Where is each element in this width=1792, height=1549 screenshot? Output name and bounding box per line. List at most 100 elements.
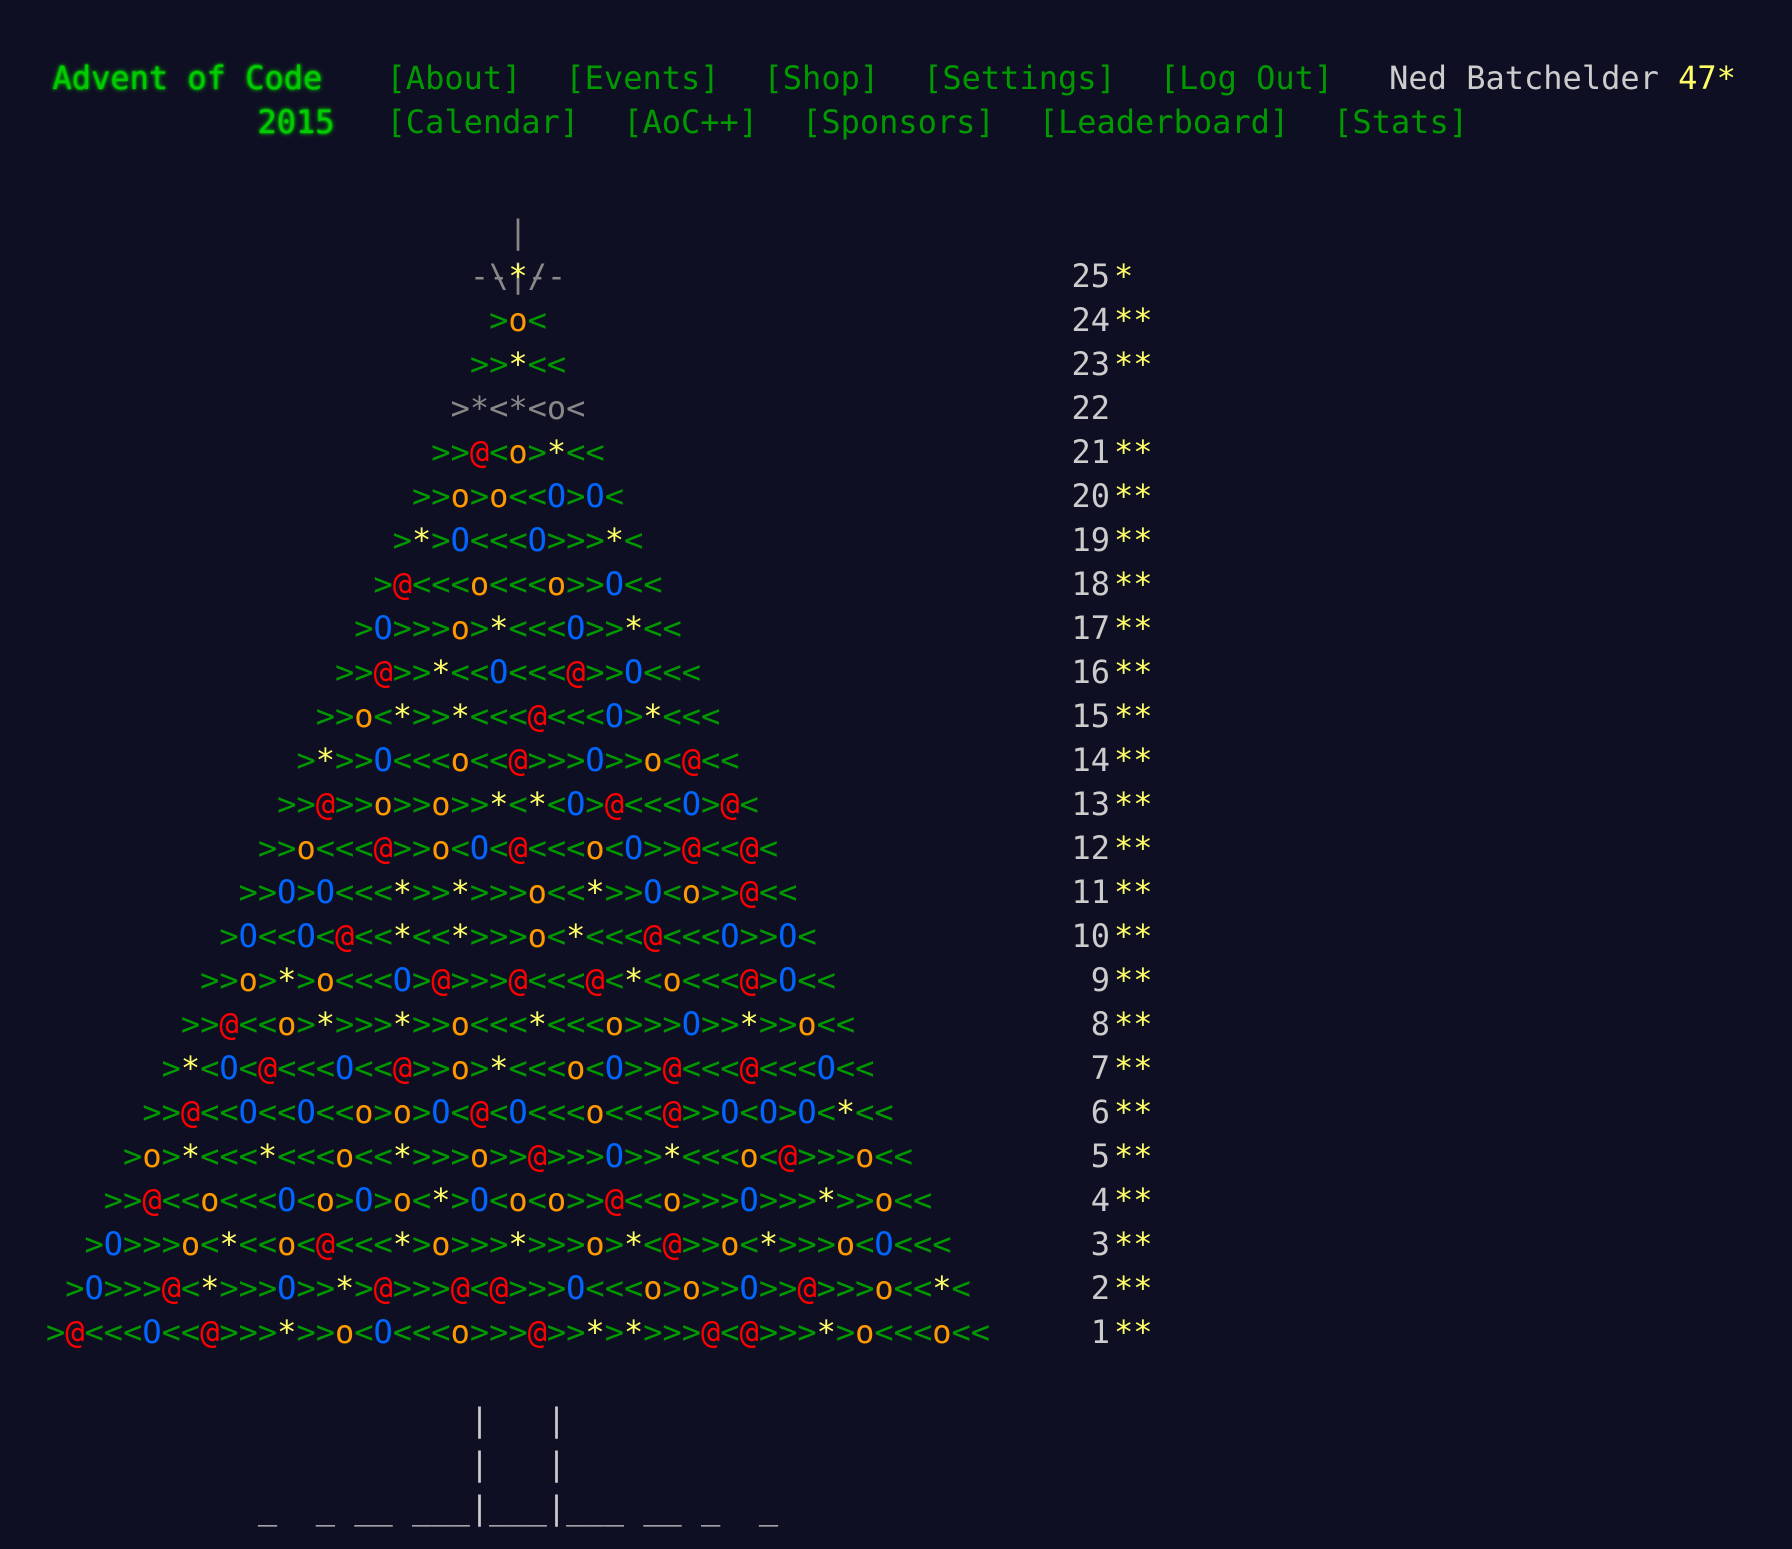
nav-shop[interactable]: [Shop] [763, 59, 880, 97]
tree-top-rays: \|/ [489, 257, 547, 295]
day-number[interactable]: 17 [1071, 609, 1110, 647]
header-row-2: 2015 [Calendar] [AoC++] [Sponsors] [Leaderbo… [14, 56, 1468, 141]
calendar-day-22[interactable]: >*<*<o< 22 [18, 386, 1218, 430]
calendar-day-24[interactable]: >o< 24 ** [18, 298, 1218, 342]
day-number[interactable]: 7 [1090, 1049, 1110, 1087]
tree-row-day-23: >>*<< [469, 345, 567, 383]
user-star-count: 47* [1678, 59, 1736, 97]
day-number[interactable]: 3 [1090, 1225, 1110, 1263]
day-stars: ** [1114, 1313, 1153, 1351]
calendar-day-25[interactable]: --*-- 25 * [18, 254, 1218, 298]
nav-settings[interactable]: [Settings] [923, 59, 1116, 97]
day-stars: ** [1114, 741, 1153, 779]
tree-row-day-4: >>@<<o<<<O<o>O>o<*>O<o<o>>@<<o>>>O>>>*>>… [103, 1181, 933, 1219]
event-year[interactable]: 2015 [257, 103, 335, 141]
day-stars: ** [1114, 301, 1153, 339]
tree-row-day-22: >*<*<o< [450, 389, 586, 427]
calendar-day-18[interactable]: >@<<<o<<<o>>O<< 18 ** [18, 562, 1218, 606]
calendar-day-21[interactable]: >>@<o>*<< 21 ** [18, 430, 1218, 474]
tree-row-day-5: >o>*<<<*<<<o<<*>>>o>>@>>>O>>*<<<o<@>>>o<… [123, 1137, 913, 1175]
day-number[interactable]: 21 [1071, 433, 1110, 471]
calendar-day-7[interactable]: >*<O<@<<<O<<@>>o>*<<<o<O>>@<<<@<<<O<< 7 ** [18, 1046, 1218, 1090]
tree-top-line-1: | [18, 166, 1218, 251]
site-title[interactable]: Advent of Code [52, 59, 323, 97]
day-number[interactable]: 15 [1071, 697, 1110, 735]
tree-ground-line: _ _ __ ___|___|___ __ _ _ [18, 1442, 1218, 1527]
day-number[interactable]: 18 [1071, 565, 1110, 603]
day-number[interactable]: 25 [1071, 257, 1110, 295]
day-number[interactable]: 11 [1071, 873, 1110, 911]
day-number[interactable]: 13 [1071, 785, 1110, 823]
day-number[interactable]: 12 [1071, 829, 1110, 867]
day-stars: ** [1114, 697, 1153, 735]
calendar-day-3[interactable]: >O>>>o<*<<o<@<<<*>o>>>*>>>o>*<@>>o<*>>>o… [18, 1222, 1218, 1266]
tree-trunk: | | [469, 1445, 567, 1483]
day-number[interactable]: 20 [1071, 477, 1110, 515]
nav-events[interactable]: [Events] [565, 59, 720, 97]
calendar-day-6[interactable]: >>@<<O<<O<<o>o>O<@<O<<<o<<<@>>O<O>O<*<< 6… [18, 1090, 1218, 1134]
day-stars: ** [1114, 1137, 1153, 1175]
day-stars: ** [1114, 873, 1153, 911]
calendar-day-5[interactable]: >o>*<<<*<<<o<<*>>>o>>@>>>O>>*<<<o<@>>>o<… [18, 1134, 1218, 1178]
nav-stats[interactable]: [Stats] [1333, 103, 1469, 141]
day-number[interactable]: 9 [1090, 961, 1110, 999]
day-stars: ** [1114, 609, 1153, 647]
day-stars: ** [1114, 829, 1153, 867]
calendar-day-1[interactable]: >@<<<O<<@>>>*>>o<O<<<o>>>@>>*>*>>>@<@>>>… [18, 1310, 1218, 1354]
tree-row-day-24: >o< [489, 301, 547, 339]
user-name: Ned Batchelder [1389, 59, 1659, 97]
day-stars: ** [1114, 521, 1153, 559]
nav-log-out[interactable]: [Log Out] [1159, 59, 1334, 97]
tree-top-stem: | [508, 213, 528, 251]
calendar-day-12[interactable]: >>o<<<@>>o<O<@<<<o<O>>@<<@< 12 ** [18, 826, 1218, 870]
day-number[interactable]: 2 [1090, 1269, 1110, 1307]
calendar-day-2[interactable]: >O>>>@<*>>>O>>*>@>>>@<@>>>O<<<o>o>>O>>@>… [18, 1266, 1218, 1310]
day-number[interactable]: 22 [1071, 389, 1110, 427]
day-stars: ** [1114, 917, 1153, 955]
calendar-day-16[interactable]: >>@>>*<<O<<<@>>O<<< 16 ** [18, 650, 1218, 694]
day-number[interactable]: 5 [1090, 1137, 1110, 1175]
day-number[interactable]: 8 [1090, 1005, 1110, 1043]
day-number[interactable]: 4 [1090, 1181, 1110, 1219]
tree-row-day-21: >>@<o>*<< [431, 433, 605, 471]
tree-row-day-18: >@<<<o<<<o>>O<< [373, 565, 663, 603]
day-number[interactable]: 24 [1071, 301, 1110, 339]
calendar-day-17[interactable]: >O>>>o>*<<<O>>*<< 17 ** [18, 606, 1218, 650]
day-number[interactable]: 14 [1071, 741, 1110, 779]
nav-sponsors[interactable]: [Sponsors] [802, 103, 995, 141]
day-number[interactable]: 6 [1090, 1093, 1110, 1131]
tree-top-line-2: \|/ [18, 210, 1218, 295]
nav-calendar[interactable]: [Calendar] [386, 103, 580, 141]
nav-leaderboard[interactable]: [Leaderboard] [1038, 103, 1290, 141]
day-number[interactable]: 23 [1071, 345, 1110, 383]
day-stars: ** [1114, 433, 1153, 471]
header-row-1: Advent of Code [About] [Events] [Shop] [Sett… [14, 12, 1736, 97]
day-number[interactable]: 16 [1071, 653, 1110, 691]
tree-row-day-20: >>o>o<<O>O< [412, 477, 624, 515]
day-number[interactable]: 1 [1090, 1313, 1110, 1351]
tree-row-day-12: >>o<<<@>>o<O<@<<<o<O>>@<<@< [257, 829, 779, 867]
nav-aoc-plus-plus[interactable]: [AoC++] [623, 103, 759, 141]
calendar-day-11[interactable]: >>O>O<<<*>>*>>>o<<*>>O<o>>@<< 11 ** [18, 870, 1218, 914]
calendar-day-19[interactable]: >*>O<<<O>>>*< 19 ** [18, 518, 1218, 562]
calendar-day-13[interactable]: >>@>>o>>o>>*<*<O>@<<<O>@< 13 ** [18, 782, 1218, 826]
calendar-day-4[interactable]: >>@<<o<<<O<o>O>o<*>O<o<o>>@<<o>>>O>>>*>>… [18, 1178, 1218, 1222]
day-stars: * [1114, 257, 1134, 295]
calendar-day-10[interactable]: >O<<O<@<<*<<*>>>o<*<<<@<<<O>>O< 10 ** [18, 914, 1218, 958]
day-number[interactable]: 10 [1071, 917, 1110, 955]
calendar-day-20[interactable]: >>o>o<<O>O< 20 ** [18, 474, 1218, 518]
day-number[interactable]: 19 [1071, 521, 1110, 559]
tree-row-day-14: >*>>O<<<o<<@>>>O>>o<@<< [296, 741, 740, 779]
calendar-day-14[interactable]: >*>>O<<<o<<@>>>O>>o<@<< 14 ** [18, 738, 1218, 782]
calendar-day-8[interactable]: >>@<<o>*>>>*>>o<<<*<<<o>>>O>>*>>o<< 8 ** [18, 1002, 1218, 1046]
calendar-day-15[interactable]: >>o<*>>*<<<@<<<O>*<<< 15 ** [18, 694, 1218, 738]
day-stars: ** [1114, 1269, 1153, 1307]
calendar-tree: | \|/ --*-- 25 * >o< 24 ** >>*<< 23 ** >*<*<o< 22 >… [18, 166, 1218, 1527]
tree-row-day-6: >>@<<O<<O<<o>o>O<@<O<<<o<<<@>>O<O>O<*<< [142, 1093, 894, 1131]
calendar-day-23[interactable]: >>*<< 23 ** [18, 342, 1218, 386]
day-stars: ** [1114, 1005, 1153, 1043]
calendar-day-9[interactable]: >>o>*>o<<<O>@>>>@<<<@<*<o<<<@>O<< 9 ** [18, 958, 1218, 1002]
tree-row-day-15: >>o<*>>*<<<@<<<O>*<<< [315, 697, 721, 735]
nav-about[interactable]: [About] [386, 59, 522, 97]
tree-trunk-line-1: | | [18, 1354, 1218, 1439]
